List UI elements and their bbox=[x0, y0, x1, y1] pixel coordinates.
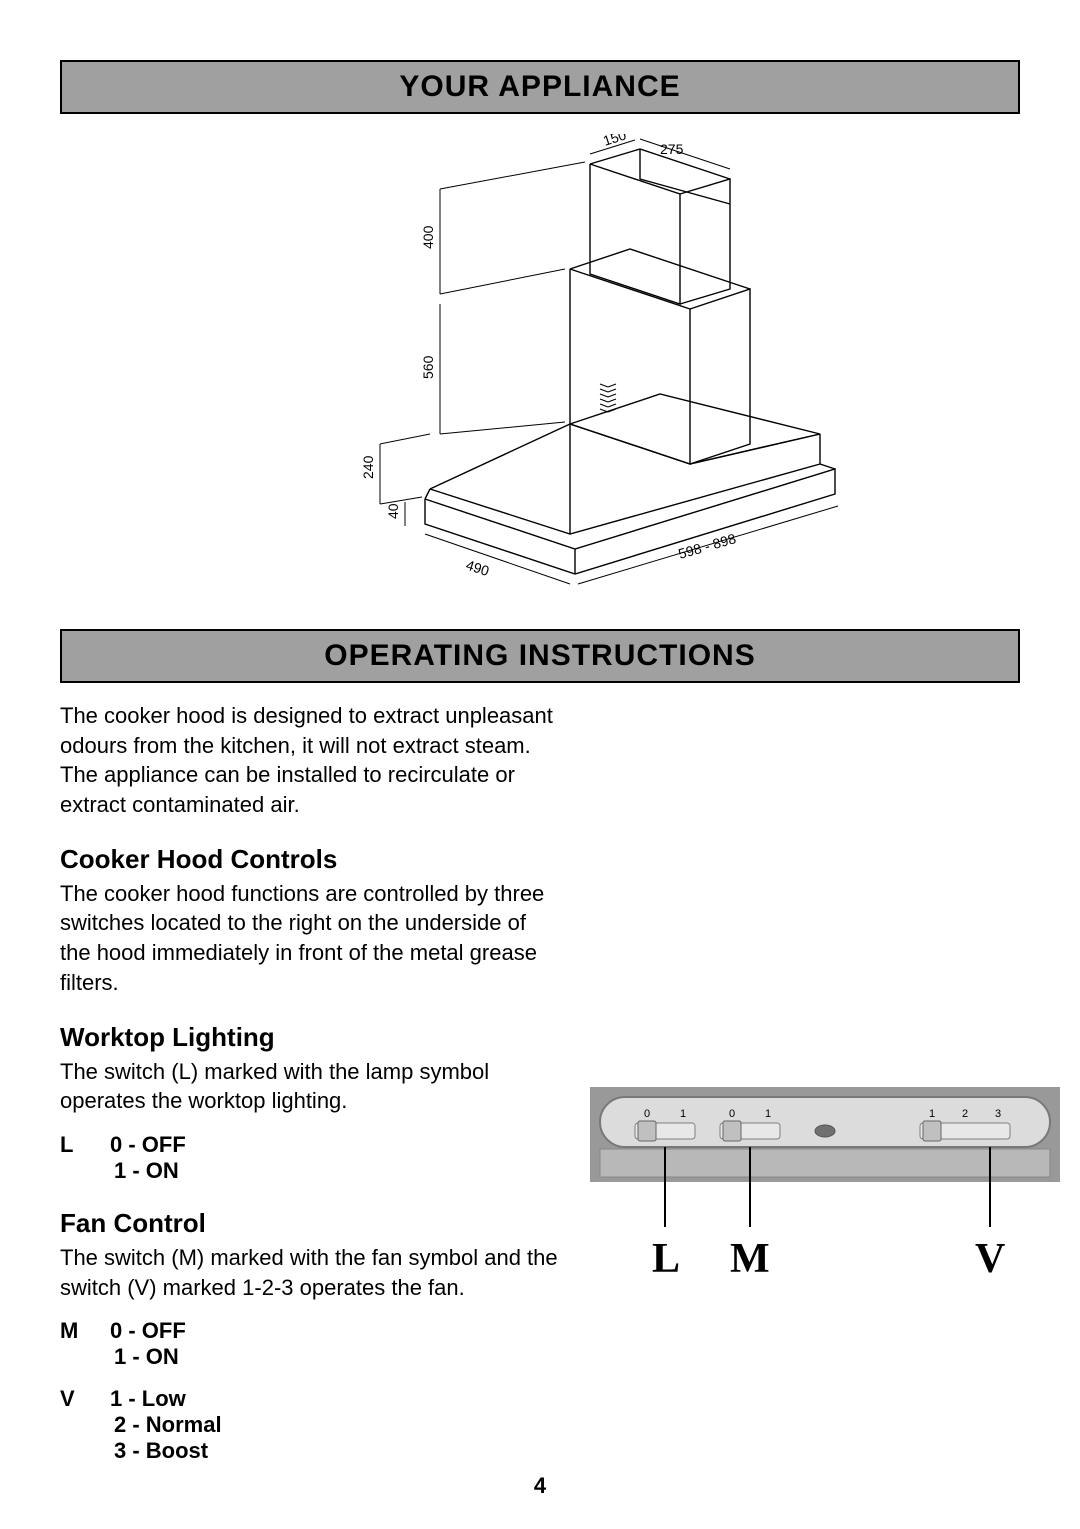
switch-M-pos0: 0 - OFF bbox=[110, 1318, 186, 1343]
intro-text: The cooker hood is designed to extract u… bbox=[60, 701, 560, 820]
switch-V-pos1: 2 - Normal bbox=[114, 1412, 560, 1438]
fan-text: The switch (M) marked with the fan symbo… bbox=[60, 1243, 560, 1302]
section-title: OPERATING INSTRUCTIONS bbox=[324, 639, 755, 672]
panel-letter-M: M bbox=[730, 1236, 770, 1282]
heading-fan: Fan Control bbox=[60, 1208, 560, 1239]
dim-width: 598 - 898 bbox=[676, 530, 737, 562]
section-title: YOUR APPLIANCE bbox=[399, 70, 680, 103]
dim-240: 240 bbox=[360, 455, 376, 479]
section-header-operating: OPERATING INSTRUCTIONS bbox=[60, 629, 1020, 683]
dim-275: 275 bbox=[660, 141, 684, 157]
controls-text: The cooker hood functions are controlled… bbox=[60, 879, 560, 998]
switch-L-pos0: 0 - OFF bbox=[110, 1132, 186, 1157]
control-panel-figure: 0 1 0 1 1 2 3 bbox=[590, 1057, 1060, 1465]
dim-400: 400 bbox=[420, 225, 436, 249]
panel-letter-V: V bbox=[975, 1236, 1005, 1282]
dim-490: 490 bbox=[464, 557, 491, 580]
panel-V-digit-1: 1 bbox=[929, 1108, 935, 1120]
panel-V-digit-2: 2 bbox=[962, 1108, 968, 1120]
panel-M-digit-0: 0 bbox=[729, 1108, 735, 1120]
panel-L-digit-0: 0 bbox=[644, 1108, 650, 1120]
switch-L-label: L bbox=[60, 1132, 110, 1158]
switch-V-pos0: 1 - Low bbox=[110, 1386, 186, 1411]
switch-V-pos2: 3 - Boost bbox=[114, 1438, 560, 1464]
switch-L-pos1: 1 - ON bbox=[114, 1158, 560, 1184]
switch-V-row: V1 - Low bbox=[60, 1386, 560, 1412]
switch-V-label: V bbox=[60, 1386, 110, 1412]
heading-lighting: Worktop Lighting bbox=[60, 1022, 1020, 1053]
page-number: 4 bbox=[0, 1473, 1080, 1499]
section-header-appliance: YOUR APPLIANCE bbox=[60, 60, 1020, 114]
panel-V-digit-3: 3 bbox=[995, 1108, 1001, 1120]
panel-M-digit-1: 1 bbox=[765, 1108, 771, 1120]
switch-M-label: M bbox=[60, 1318, 110, 1344]
switch-L-row: L0 - OFF bbox=[60, 1132, 560, 1158]
lighting-text: The switch (L) marked with the lamp symb… bbox=[60, 1057, 560, 1116]
dim-560: 560 bbox=[420, 355, 436, 379]
dim-40: 40 bbox=[385, 503, 401, 519]
panel-L-digit-1: 1 bbox=[680, 1108, 686, 1120]
switch-M-row: M0 - OFF bbox=[60, 1318, 560, 1344]
switch-M-pos1: 1 - ON bbox=[114, 1344, 560, 1370]
panel-letter-L: L bbox=[652, 1236, 680, 1282]
appliance-diagram: 150 275 400 560 240 40 490 598 - 898 bbox=[60, 134, 1020, 599]
heading-controls: Cooker Hood Controls bbox=[60, 844, 1020, 875]
